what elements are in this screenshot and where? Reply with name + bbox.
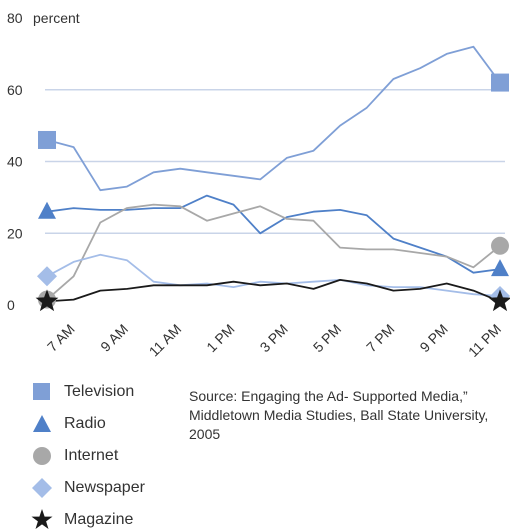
series-line-television xyxy=(46,45,501,192)
y-tick-label: 20 xyxy=(7,225,23,241)
square-marker xyxy=(38,130,56,149)
triangle-marker xyxy=(491,259,509,277)
x-tick-label: 9 PM xyxy=(416,321,450,355)
y-axis-label: percent xyxy=(33,10,80,26)
series-line-radio xyxy=(46,194,501,274)
diamond-marker xyxy=(37,266,57,287)
legend-label-television: Television xyxy=(64,383,135,400)
star-marker-icon xyxy=(31,509,53,529)
x-tick-label: 11 PM xyxy=(465,321,504,360)
y-tick-label: 60 xyxy=(7,82,23,98)
triangle-marker xyxy=(38,201,56,219)
legend-item-radio: Radio xyxy=(30,412,190,436)
legend-item-magazine: Magazine xyxy=(30,508,190,532)
legend-item-newspaper: Newspaper xyxy=(30,476,190,500)
legend-item-internet: Internet xyxy=(30,444,190,468)
x-tick-label: 11 AM xyxy=(146,321,185,360)
x-tick-label: 7 PM xyxy=(363,321,397,355)
star-marker xyxy=(488,289,510,312)
x-tick-label: 5 PM xyxy=(310,321,344,355)
x-tick-label: 7 AM xyxy=(44,321,78,355)
square-marker xyxy=(491,73,509,92)
line-chart: 0 20 40 60 80 percent 7 AM 9 AM 11 AM 1 PM 3 PM 5 P… xyxy=(7,10,510,360)
legend-label-internet: Internet xyxy=(64,447,119,464)
square-marker-icon xyxy=(33,383,50,400)
x-tick-label: 3 PM xyxy=(257,321,291,355)
series-line-internet xyxy=(46,203,501,301)
triangle-marker-icon xyxy=(33,415,51,432)
y-tick-label: 80 xyxy=(7,10,23,26)
circle-marker xyxy=(491,236,509,255)
y-tick-label: 0 xyxy=(7,297,15,313)
source-note: Source: Engaging the Ad- Supported Media… xyxy=(189,388,489,442)
star-marker xyxy=(35,289,59,312)
legend-item-television: Television xyxy=(30,380,190,404)
legend-label-magazine: Magazine xyxy=(64,511,134,528)
diamond-marker-icon xyxy=(32,478,52,498)
y-tick-label: 40 xyxy=(7,154,23,170)
legend-label-newspaper: Newspaper xyxy=(64,479,145,496)
legend-label-radio: Radio xyxy=(64,415,106,432)
x-tick-label: 1 PM xyxy=(203,321,237,355)
x-tick-label: 9 AM xyxy=(97,321,131,355)
series-line-magazine xyxy=(46,278,501,303)
circle-marker-icon xyxy=(33,447,51,465)
